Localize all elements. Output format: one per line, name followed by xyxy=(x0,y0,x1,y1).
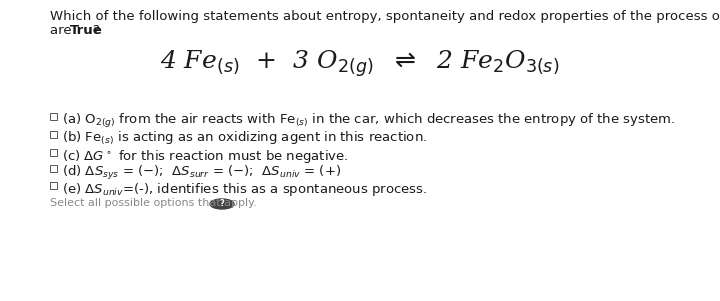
Text: (d) $\Delta S_{sys}$ = $(-)$;  $\Delta S_{surr}$ = $(-)$;  $\Delta S_{univ}$ = $: (d) $\Delta S_{sys}$ = $(-)$; $\Delta S_… xyxy=(62,164,341,182)
Text: 4 Fe$_{(s)}$  +  3 O$_{2(g)}$  $\rightleftharpoons$  2 Fe$_2$O$_{3(s)}$: 4 Fe$_{(s)}$ + 3 O$_{2(g)}$ $\rightlefth… xyxy=(161,48,559,79)
Text: True: True xyxy=(70,24,103,37)
Text: (e) $\Delta S_{univ}$=(-), identifies this as a spontaneous process.: (e) $\Delta S_{univ}$=(-), identifies th… xyxy=(62,181,428,198)
Text: Select all possible options that apply.: Select all possible options that apply. xyxy=(50,198,257,208)
Text: (b) Fe$_{(s)}$ is acting as an oxidizing agent in this reaction.: (b) Fe$_{(s)}$ is acting as an oxidizing… xyxy=(62,130,427,147)
Text: (a) O$_{2(g)}$ from the air reacts with Fe$_{(s)}$ in the car, which decreases t: (a) O$_{2(g)}$ from the air reacts with … xyxy=(62,112,675,130)
Text: (c) $\Delta G^\circ$ for this reaction must be negative.: (c) $\Delta G^\circ$ for this reaction m… xyxy=(62,148,348,165)
Text: ?: ? xyxy=(92,24,99,37)
Text: Which of the following statements about entropy, spontaneity and redox propertie: Which of the following statements about … xyxy=(50,10,720,23)
Text: ?: ? xyxy=(220,200,225,209)
Text: are: are xyxy=(50,24,76,37)
